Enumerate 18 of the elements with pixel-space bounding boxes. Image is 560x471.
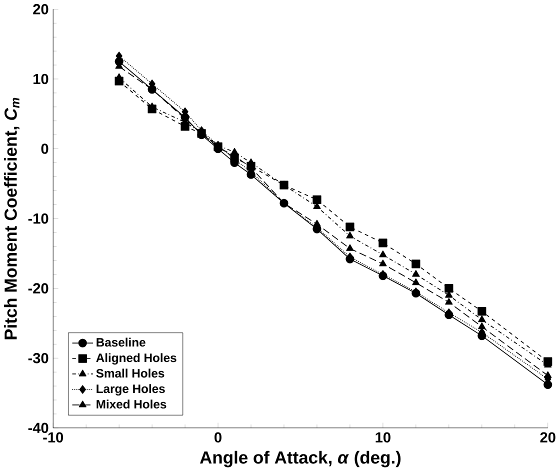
y-tick-label: -40 xyxy=(28,422,48,433)
x-tick-label: -10 xyxy=(43,432,64,442)
x-tick-label: 20 xyxy=(540,432,556,442)
y-tick-label: -10 xyxy=(28,213,48,224)
y-tick-label: -20 xyxy=(28,283,48,294)
x-tick-label: 0 xyxy=(214,432,222,442)
legend-label: Mixed Holes xyxy=(96,399,166,408)
legend-label: Large Holes xyxy=(96,384,165,396)
text: Pitch Moment Coefficient, C$_{m}$ xyxy=(4,98,20,340)
legend-label: Baseline xyxy=(96,338,146,346)
legend-label: Small Holes xyxy=(96,368,164,378)
y-tick-label: 0 xyxy=(41,143,48,154)
x-tick-label: 10 xyxy=(376,432,390,442)
y-tick-label: -30 xyxy=(28,352,48,364)
y-tick-label: 10 xyxy=(34,74,48,84)
legend-label: Aligned Holes xyxy=(96,353,176,364)
x-axis-title: Angle of Attack, α (deg.) xyxy=(200,450,401,468)
y-tick-label: 20 xyxy=(33,4,48,14)
